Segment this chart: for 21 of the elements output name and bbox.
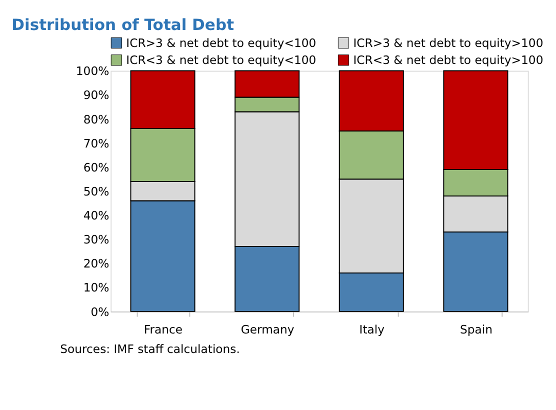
legend-label: ICR>3 & net debt to equity>100 xyxy=(353,36,544,50)
legend-label: ICR<3 & net debt to equity>100 xyxy=(353,53,544,68)
y-tick-label: 10% xyxy=(83,280,110,295)
legend-label: ICR<3 & net debt to equity<100 xyxy=(126,53,316,68)
chart-title: Distribution of Total Debt xyxy=(12,16,235,34)
y-tick-label: 80% xyxy=(83,112,110,126)
y-tick-label: 30% xyxy=(83,232,110,247)
y-tick-label: 60% xyxy=(83,160,110,174)
y-tick-label: 90% xyxy=(83,88,110,102)
x-tick-label: Spain xyxy=(460,322,492,336)
y-tick-label: 50% xyxy=(83,184,110,198)
y-tick-label: 0% xyxy=(90,304,110,319)
legend-label: ICR>3 & net debt to equity<100 xyxy=(126,36,316,50)
x-tick-label: Germany xyxy=(240,322,294,336)
y-tick-label: 100% xyxy=(76,64,110,78)
y-tick-label: 20% xyxy=(83,256,110,271)
y-tick-label: 70% xyxy=(83,136,110,150)
x-tick-label: Italy xyxy=(359,322,385,336)
y-tick-label: 40% xyxy=(83,208,110,223)
x-tick-label: France xyxy=(144,322,183,336)
source-note: Sources: IMF staff calculations. xyxy=(60,342,240,356)
